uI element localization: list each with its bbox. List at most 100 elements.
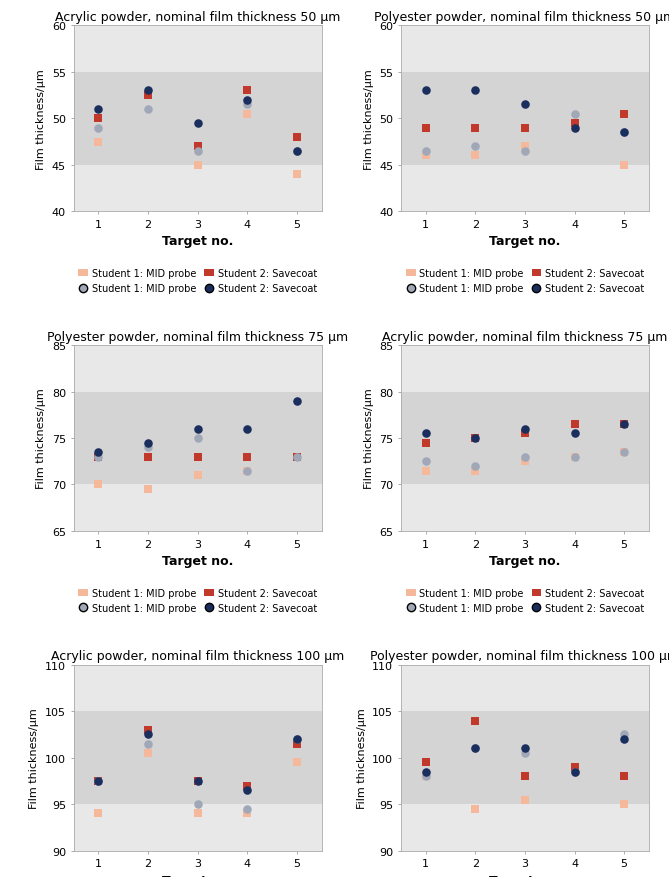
Title: Acrylic powder, nominal film thickness 75 μm: Acrylic powder, nominal film thickness 7… [382, 330, 668, 343]
Point [142, 103, 153, 117]
Point [470, 84, 481, 98]
X-axis label: Target no.: Target no. [489, 873, 561, 877]
Point [520, 769, 531, 783]
Point [242, 464, 252, 478]
Point [619, 126, 630, 140]
Point [569, 450, 580, 464]
Legend: Student 1: MID probe, Student 1: MID probe, Student 2: Savecoat, Student 2: Save: Student 1: MID probe, Student 1: MID pro… [78, 588, 317, 613]
Point [192, 117, 203, 131]
Point [569, 417, 580, 431]
Y-axis label: Film thickness/μm: Film thickness/μm [36, 68, 46, 169]
Point [420, 454, 431, 468]
Point [569, 117, 580, 131]
Point [619, 446, 630, 460]
Y-axis label: Film thickness/μm: Film thickness/μm [36, 389, 46, 488]
Point [420, 436, 431, 450]
Point [292, 737, 302, 751]
Point [470, 140, 481, 154]
Point [470, 802, 481, 816]
Title: Polyester powder, nominal film thickness 50 μm: Polyester powder, nominal film thickness… [375, 11, 669, 24]
Point [619, 732, 630, 746]
Bar [74, 711, 322, 804]
Bar [74, 392, 322, 485]
Point [242, 783, 252, 797]
Point [242, 422, 252, 436]
Point [242, 450, 252, 464]
Point [142, 450, 153, 464]
Point [619, 797, 630, 811]
Point [420, 464, 431, 478]
Legend: Student 1: MID probe, Student 1: MID probe, Student 2: Savecoat, Student 2: Save: Student 1: MID probe, Student 1: MID pro… [78, 269, 317, 294]
Point [192, 774, 203, 788]
Point [520, 427, 531, 441]
Point [619, 728, 630, 742]
Point [192, 774, 203, 788]
X-axis label: Target no.: Target no. [162, 554, 233, 567]
Point [420, 149, 431, 163]
Point [292, 732, 302, 746]
Point [619, 769, 630, 783]
Point [242, 802, 252, 816]
Point [192, 159, 203, 173]
Point [292, 450, 302, 464]
Point [292, 450, 302, 464]
Point [242, 108, 252, 122]
Point [569, 760, 580, 774]
Point [520, 742, 531, 756]
Point [420, 765, 431, 779]
Point [569, 427, 580, 441]
Point [93, 450, 104, 464]
Point [470, 460, 481, 474]
Point [420, 769, 431, 783]
Point [520, 145, 531, 159]
Point [569, 765, 580, 779]
Point [420, 769, 431, 783]
Point [192, 450, 203, 464]
Y-axis label: Film thickness/μm: Film thickness/μm [364, 68, 373, 169]
Point [569, 765, 580, 779]
Point [619, 126, 630, 140]
X-axis label: Target no.: Target no. [489, 235, 561, 248]
Point [420, 84, 431, 98]
Title: Polyester powder, nominal film thickness 100 μm: Polyester powder, nominal film thickness… [371, 650, 669, 662]
Y-axis label: Film thickness/μm: Film thickness/μm [357, 708, 367, 809]
Point [93, 112, 104, 126]
Point [142, 482, 153, 496]
Point [619, 446, 630, 460]
Point [619, 108, 630, 122]
Point [470, 464, 481, 478]
Point [520, 422, 531, 436]
Point [192, 140, 203, 154]
Point [420, 755, 431, 769]
Point [242, 94, 252, 108]
Title: Acrylic powder, nominal film thickness 50 μm: Acrylic powder, nominal film thickness 5… [55, 11, 341, 24]
Point [470, 431, 481, 446]
Point [242, 464, 252, 478]
Bar [401, 73, 649, 166]
Legend: Student 1: MID probe, Student 1: MID probe, Student 2: Savecoat, Student 2: Save: Student 1: MID probe, Student 1: MID pro… [406, 269, 644, 294]
Point [242, 98, 252, 112]
Point [292, 145, 302, 159]
Point [470, 431, 481, 446]
Point [420, 121, 431, 135]
Point [292, 145, 302, 159]
Point [93, 446, 104, 460]
Y-axis label: Film thickness/μm: Film thickness/μm [29, 708, 39, 809]
Point [470, 714, 481, 728]
Bar [401, 711, 649, 804]
Point [242, 779, 252, 793]
Point [520, 793, 531, 807]
Point [569, 760, 580, 774]
Point [192, 468, 203, 482]
Point [520, 746, 531, 760]
Point [93, 135, 104, 149]
Point [292, 755, 302, 769]
Point [93, 478, 104, 492]
Point [569, 121, 580, 135]
Point [192, 422, 203, 436]
Point [192, 145, 203, 159]
Point [569, 450, 580, 464]
Point [93, 450, 104, 464]
Point [569, 108, 580, 122]
Point [192, 431, 203, 446]
